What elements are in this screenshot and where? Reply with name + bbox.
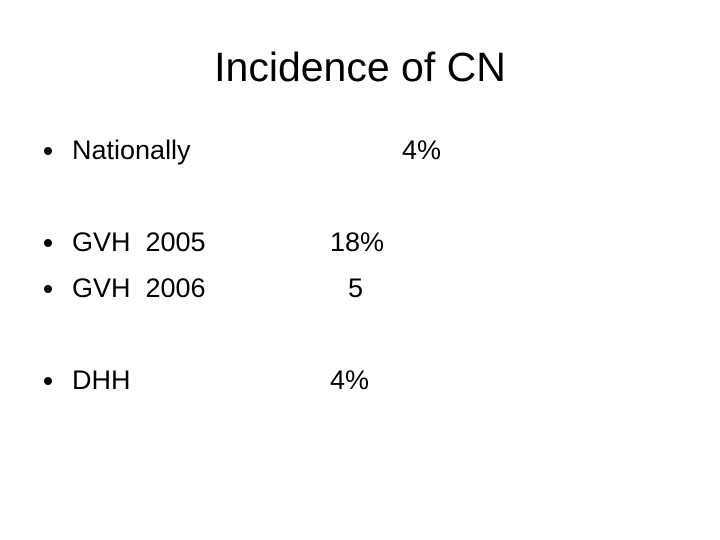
item-value: 4% xyxy=(402,135,442,165)
item-value: 18% xyxy=(330,227,385,257)
bullet xyxy=(44,147,52,155)
slide-title: Incidence of CN xyxy=(214,44,506,90)
bullet xyxy=(44,377,52,385)
item-label: GVH 2005 xyxy=(72,227,206,257)
item-value: 5 xyxy=(348,273,364,303)
bullet xyxy=(44,285,52,293)
item-value: 4% xyxy=(330,365,370,395)
item-label: DHH xyxy=(72,365,131,395)
bullet xyxy=(44,239,52,247)
item-label: Nationally xyxy=(72,135,191,165)
item-label: GVH 2006 xyxy=(72,273,206,303)
